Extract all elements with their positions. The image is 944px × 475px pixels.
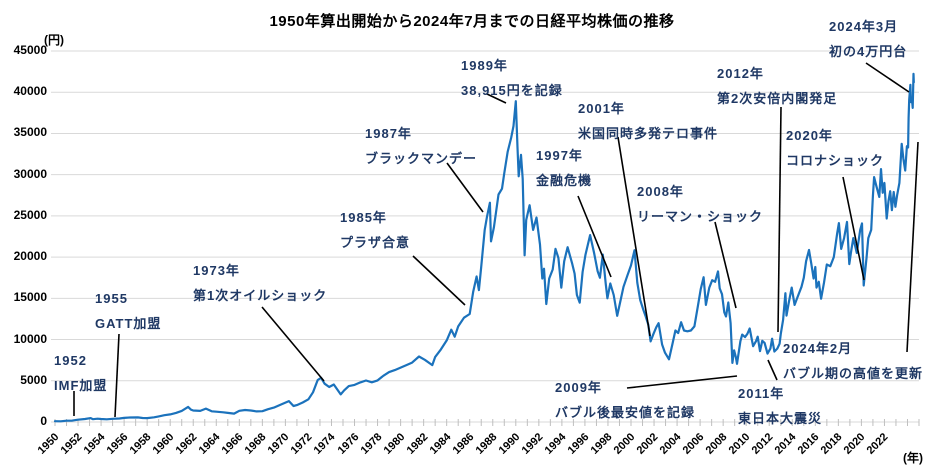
annotation-event-text: コロナショック	[786, 153, 885, 168]
event-annotation: 1973年第1次オイルショック	[193, 258, 327, 308]
annotation-leader-line	[626, 375, 738, 389]
event-annotation: 1955 GATT加盟	[95, 286, 161, 336]
event-annotation: 1952 IMF加盟	[54, 348, 107, 398]
y-tick-label: 20000	[13, 249, 47, 264]
annotation-year: 1989年	[461, 58, 508, 73]
y-tick-label: 0	[40, 414, 47, 428]
annotation-year: 1987年	[365, 126, 412, 141]
y-tick-label: 35000	[13, 125, 47, 140]
annotation-event-text: 初の4万円台	[829, 44, 908, 59]
event-annotation: 2001年米国同時多発テロ事件	[578, 96, 718, 146]
event-annotation: 2024年3月 初の4万円台	[829, 14, 907, 64]
annotation-year: 2011年	[738, 386, 785, 401]
annotation-year: 2001年	[578, 101, 625, 116]
annotation-year: 2024年3月	[829, 19, 899, 34]
annotation-event-text: ブラックマンデー	[365, 151, 478, 166]
annotation-leader-line	[114, 333, 120, 418]
annotation-event-text: GATT加盟	[95, 316, 162, 331]
annotation-event-text: 東日本大震災	[738, 411, 823, 426]
annotation-leader-line	[906, 141, 919, 353]
annotation-event-text: 金融危機	[536, 173, 593, 188]
y-axis-unit-label: (円)	[44, 33, 64, 47]
event-annotation: 2012年第2次安倍内閣発足	[717, 61, 837, 111]
event-annotation: 2024年2月バブル期の高値を更新	[783, 336, 923, 386]
annotation-year: 1952	[54, 353, 87, 368]
annotation-event-text: プラザ合意	[340, 235, 411, 250]
annotation-event-text: バブル期の高値を更新	[783, 366, 924, 381]
y-tick-label: 40000	[13, 84, 47, 99]
annotation-year: 1973年	[193, 263, 240, 278]
annotation-leader-line	[777, 106, 782, 333]
annotation-leader-line	[412, 255, 466, 306]
annotation-event-text: リーマン・ショック	[637, 209, 764, 224]
event-annotation: 2011年東日本大震災	[738, 381, 822, 431]
event-annotation: 2008年リーマン・ショック	[637, 179, 763, 229]
y-tick-label: 30000	[13, 166, 47, 181]
event-annotation: 1985年プラザ合意	[340, 205, 410, 255]
annotation-year: 2020年	[786, 128, 833, 143]
annotation-year: 2024年2月	[783, 341, 853, 356]
annotation-year: 1955	[95, 291, 128, 306]
annotation-year: 2012年	[717, 66, 764, 81]
annotation-event-text: 第2次安倍内閣発足	[717, 91, 838, 106]
annotation-leader-line	[446, 162, 484, 213]
event-annotation: 2009年バブル後最安値を記録	[555, 375, 695, 425]
x-axis-unit-label: (年)	[903, 451, 923, 465]
annotation-year: 2009年	[555, 380, 602, 395]
y-tick-label: 15000	[13, 290, 47, 305]
event-annotation: 1989年 38,915円を記録	[461, 53, 563, 103]
annotation-year: 2008年	[637, 184, 684, 199]
annotation-year: 1997年	[536, 148, 583, 163]
annotation-leader-line	[865, 62, 910, 93]
annotation-leader-line	[767, 359, 778, 381]
y-tick-label: 45000	[13, 43, 47, 57]
event-annotation: 2020年コロナショック	[786, 123, 884, 173]
event-annotation: 1997年金融危機	[536, 143, 592, 193]
annotation-event-text: IMF加盟	[54, 378, 108, 393]
annotation-event-text: バブル後最安値を記録	[555, 405, 696, 420]
annotation-leader-line	[842, 176, 865, 281]
annotation-event-text: 38,915円を記録	[461, 83, 563, 98]
annotation-year: 1985年	[340, 210, 387, 225]
event-annotation: 1987年ブラックマンデー	[365, 121, 477, 171]
chart-title: 1950年算出開始から2024年7月までの日経平均株価の推移	[269, 13, 675, 30]
annotation-leader-line	[617, 136, 651, 337]
y-tick-label: 25000	[13, 207, 47, 222]
annotation-leader-line	[577, 195, 612, 278]
annotation-leader-line	[486, 93, 507, 104]
annotation-event-text: 第1次オイルショック	[193, 288, 328, 303]
y-tick-label: 10000	[13, 331, 47, 346]
annotation-leader-line	[261, 306, 325, 382]
y-tick-label: 5000	[20, 372, 47, 387]
nikkei-price-line	[53, 72, 915, 423]
annotation-leader-line	[714, 221, 737, 309]
annotation-event-text: 米国同時多発テロ事件	[578, 126, 719, 141]
